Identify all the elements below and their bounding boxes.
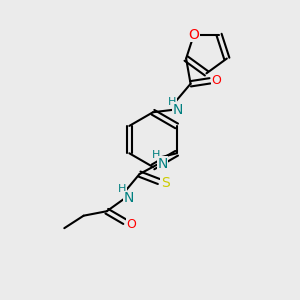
- Text: H: H: [152, 150, 160, 160]
- Text: N: N: [157, 157, 168, 171]
- Text: H: H: [168, 97, 176, 106]
- Text: S: S: [161, 176, 170, 190]
- Text: N: N: [172, 103, 183, 117]
- Text: O: O: [212, 74, 221, 87]
- Text: O: O: [188, 28, 199, 42]
- Text: N: N: [123, 191, 134, 206]
- Text: O: O: [126, 218, 136, 231]
- Text: H: H: [118, 184, 126, 194]
